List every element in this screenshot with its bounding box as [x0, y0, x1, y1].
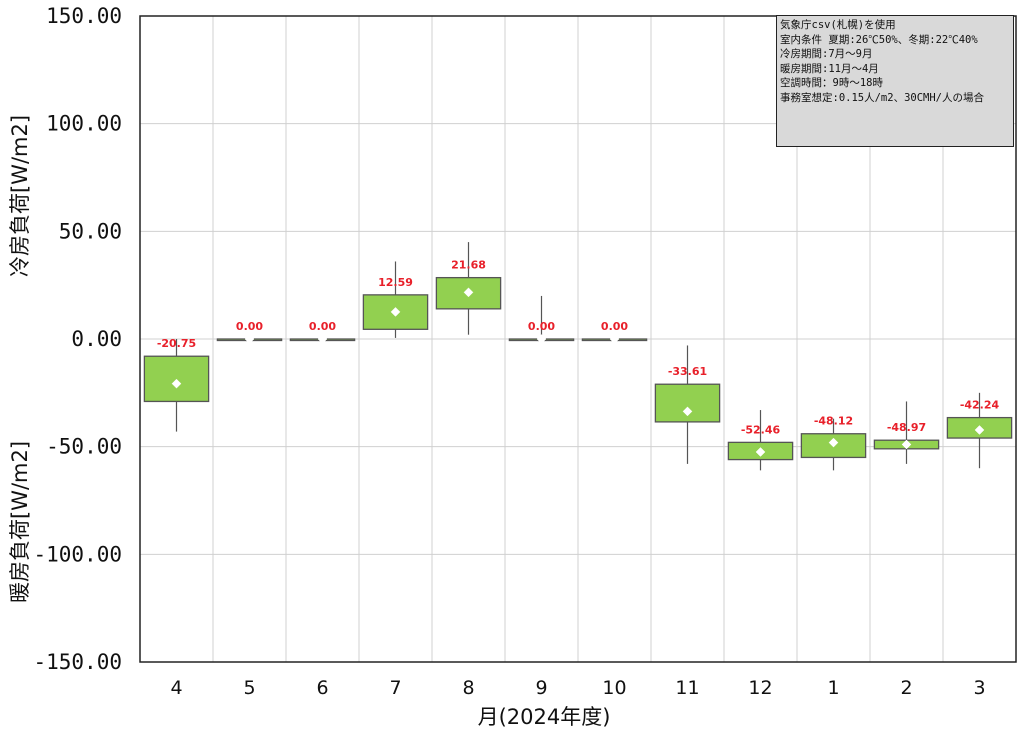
x-tick-label: 9	[535, 677, 547, 699]
note-line: 空調時間：9時～18時	[780, 77, 883, 90]
box-month-6	[289, 334, 356, 344]
mean-marker	[536, 334, 547, 344]
mean-marker	[682, 406, 693, 417]
mean-marker	[171, 378, 182, 389]
x-tick-label: 3	[973, 677, 985, 699]
x-tick-label: 7	[389, 677, 401, 699]
data-label: -20.75	[157, 337, 196, 350]
box-month-5	[216, 334, 283, 344]
data-label: 0.00	[309, 320, 336, 333]
data-label: -42.24	[960, 399, 1000, 412]
data-label: -33.61	[668, 365, 707, 378]
box-month-3	[946, 392, 1013, 469]
data-label: -52.46	[741, 423, 781, 436]
x-tick-label: 4	[170, 677, 182, 699]
mean-marker	[390, 307, 401, 317]
box-month-9	[508, 295, 575, 344]
y-tick-label: -100.00	[33, 542, 122, 566]
box-month-4	[143, 339, 210, 432]
plot-frame	[139, 15, 1017, 663]
mean-marker	[609, 334, 620, 344]
grid-lines	[140, 15, 1016, 663]
y-tick-label: 0.00	[71, 327, 122, 351]
x-tick-label: 10	[602, 677, 626, 699]
mean-marker	[755, 447, 766, 457]
mean-marker	[463, 287, 474, 298]
mean-marker	[828, 437, 839, 448]
mean-marker	[317, 334, 328, 344]
x-tick-label: 8	[462, 677, 474, 699]
note-line: 事務室想定:0.15人/m2、30CMH/人の場合	[780, 91, 985, 104]
data-labels: -20.75 0.00 0.00 12.59 21.68 0.00 0.00 -33.61 -5…	[157, 259, 1000, 437]
data-label: 0.00	[528, 320, 555, 333]
note-line: 室内条件 夏期:26℃50%、冬期:22℃40%	[780, 33, 978, 46]
x-tick-label: 11	[675, 677, 699, 699]
data-label: -48.97	[887, 421, 926, 434]
y-tick-label: -50.00	[46, 435, 122, 459]
box-month-10	[581, 334, 648, 344]
data-label: -48.12	[814, 415, 853, 428]
y-axis-label-cooling: 冷房負荷[W/m2]	[8, 115, 32, 277]
y-axis-label-heating: 暖房負荷[W/m2]	[8, 441, 32, 603]
box-body	[654, 383, 721, 423]
x-axis-label: 月(2024年度)	[478, 705, 611, 729]
x-axis-ticks: 4 5 6 7 8 9 10 11 12 1 2 3	[170, 677, 985, 699]
x-tick-label: 2	[900, 677, 912, 699]
mean-marker	[901, 439, 912, 450]
y-tick-label: -150.00	[33, 650, 122, 674]
note-line: 暖房期間:11月～4月	[780, 62, 879, 75]
x-tick-label: 5	[243, 677, 255, 699]
box-month-12	[727, 410, 794, 471]
note-line: 冷房期間:7月～9月	[780, 48, 873, 61]
data-label: 12.59	[378, 276, 413, 289]
data-label: 21.68	[451, 259, 486, 272]
x-tick-label: 1	[827, 677, 839, 699]
box-series	[143, 242, 1013, 471]
box-month-1	[800, 418, 867, 471]
y-axis-ticks: 150.00 100.00 50.00 0.00 -50.00 -100.00 -150.0…	[33, 4, 122, 674]
data-label: 0.00	[601, 320, 628, 333]
mean-marker	[244, 334, 255, 344]
box-month-2	[873, 401, 940, 464]
conditions-note-box: 気象庁csv(札幌)を使用 室内条件 夏期:26℃50%、冬期:22℃40% 冷…	[776, 15, 1014, 147]
x-tick-label: 6	[316, 677, 328, 699]
box-month-11	[654, 345, 721, 464]
y-tick-label: 50.00	[59, 219, 122, 243]
y-tick-label: 100.00	[46, 112, 122, 136]
box-month-8	[435, 242, 502, 335]
note-line: 気象庁csv(札幌)を使用	[780, 19, 896, 31]
data-label: 0.00	[236, 320, 263, 333]
x-tick-label: 12	[748, 677, 772, 699]
mean-marker	[974, 425, 985, 435]
y-tick-label: 150.00	[46, 4, 122, 28]
box-month-7	[362, 261, 429, 338]
